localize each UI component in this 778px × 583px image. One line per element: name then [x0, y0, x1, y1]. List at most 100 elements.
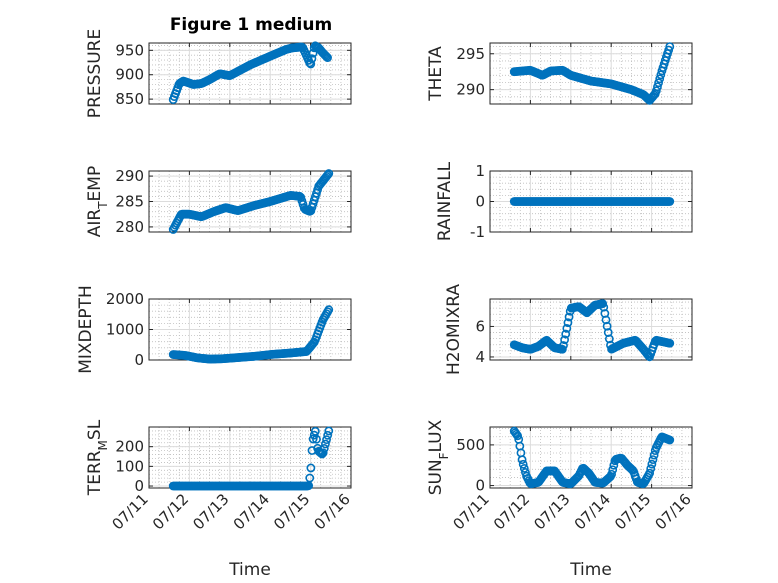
x-tick-label: 07/13 [189, 490, 232, 533]
data-point [307, 54, 317, 64]
data-point [653, 82, 662, 92]
y-tick-label: 1 [475, 162, 485, 180]
data-point [319, 443, 329, 453]
y-tick-label: 950 [115, 41, 144, 59]
data-point [647, 459, 657, 469]
subplot-theta: 290 295 THETA [426, 42, 693, 105]
y-tick-label: 285 [115, 193, 144, 211]
y-axis-label: TERRMSL [85, 419, 110, 496]
data-point [560, 335, 569, 345]
x-tick-label: 07/15 [611, 490, 654, 533]
x-tick-label: 07/16 [311, 490, 354, 533]
data-point [643, 93, 652, 103]
y-tick-label: 0 [134, 477, 144, 495]
data-point [564, 312, 574, 322]
data-point [607, 469, 616, 479]
data-point [562, 323, 572, 333]
data-point [517, 455, 527, 465]
data-point [665, 338, 675, 348]
x-axis-label: Time [569, 560, 612, 580]
data-point [323, 170, 333, 180]
x-axis-label: Time [228, 560, 271, 580]
y-tick-label: 0 [475, 193, 485, 211]
data-point [305, 58, 315, 68]
y-tick-label: 900 [115, 66, 144, 84]
data-point [648, 455, 658, 465]
data-point [312, 434, 321, 444]
figure-title: Figure 1 medium [170, 15, 332, 35]
x-tick-label: 07/12 [490, 490, 533, 533]
y-tick-label: -1 [470, 223, 485, 241]
x-tick-label: 07/16 [652, 490, 695, 533]
data-point [324, 426, 334, 436]
data-point [308, 434, 318, 444]
y-tick-label: 200 [115, 438, 144, 456]
data-point [310, 426, 320, 436]
data-point [651, 86, 661, 96]
data-point [323, 430, 333, 440]
data-point [559, 341, 568, 350]
x-tick-label: 07/14 [571, 490, 614, 533]
data-point [665, 435, 675, 445]
data-point [322, 52, 331, 61]
data-point [654, 78, 663, 88]
y-tick-label: 290 [115, 167, 144, 185]
data-point [308, 48, 318, 58]
data-point [323, 53, 332, 63]
data-point [306, 463, 316, 473]
data-point [655, 74, 665, 84]
y-axis-label: H2OMIXRA [444, 284, 464, 375]
y-tick-label: 295 [456, 45, 485, 63]
y-tick-label: 0 [134, 351, 144, 369]
data-point [646, 464, 656, 474]
y-tick-label: 500 [456, 436, 485, 454]
y-tick-label: 1000 [106, 321, 144, 339]
data-point [518, 459, 528, 469]
y-tick-label: 100 [115, 457, 144, 475]
data-point [305, 473, 315, 483]
data-point [649, 450, 659, 460]
data-point [649, 90, 659, 100]
data-point [665, 42, 675, 51]
data-point [519, 463, 529, 473]
subplot-air-temp: 280 285 290 AIRTEMP [85, 166, 352, 237]
x-tick-label: 07/15 [270, 490, 313, 533]
data-point [608, 465, 618, 475]
x-tick-label: 07/13 [530, 490, 573, 533]
y-tick-label: 6 [475, 317, 485, 335]
y-tick-label: 2000 [106, 290, 144, 308]
y-axis-label: PRESSURE [85, 29, 105, 118]
subplot-pressure: 850 900 950 PRESSURE [85, 29, 352, 118]
data-point [324, 169, 334, 178]
y-tick-label: 290 [456, 81, 485, 99]
subplot-h2omixra: 4 6 H2OMIXRA [444, 284, 693, 375]
x-tick-label: 07/11 [450, 490, 493, 533]
data-point [561, 329, 571, 339]
y-tick-label: 280 [115, 218, 144, 236]
x-tick-label: 07/12 [149, 490, 192, 533]
y-axis-label: AIRTEMP [85, 166, 110, 237]
y-axis-label: THETA [426, 46, 446, 102]
subplot-mixdepth: 0 1000 2000 MIXDEPTH [76, 285, 352, 374]
y-axis-label: RAINFALL [435, 161, 455, 241]
data-point [645, 468, 655, 478]
subplot-grid: 850 900 950 PRESSURE 290 295 THETA 280 285 290 AIR… [76, 29, 695, 580]
y-tick-label: 4 [475, 348, 485, 366]
x-tick-label: 07/11 [109, 490, 152, 533]
data-point [306, 59, 316, 69]
x-tick-label: 07/14 [230, 490, 273, 533]
data-point [320, 50, 330, 60]
data-point [563, 318, 573, 328]
y-tick-label: 850 [115, 90, 144, 108]
data-point [322, 435, 331, 445]
subplot-rainfall: -1 0 1 RAINFALL [435, 161, 693, 241]
data-point [557, 344, 567, 354]
y-axis-label: SUNFLUX [426, 419, 451, 495]
data-point [321, 439, 330, 449]
y-tick-label: 0 [475, 477, 485, 495]
data-point [324, 305, 334, 315]
data-point [295, 191, 305, 201]
